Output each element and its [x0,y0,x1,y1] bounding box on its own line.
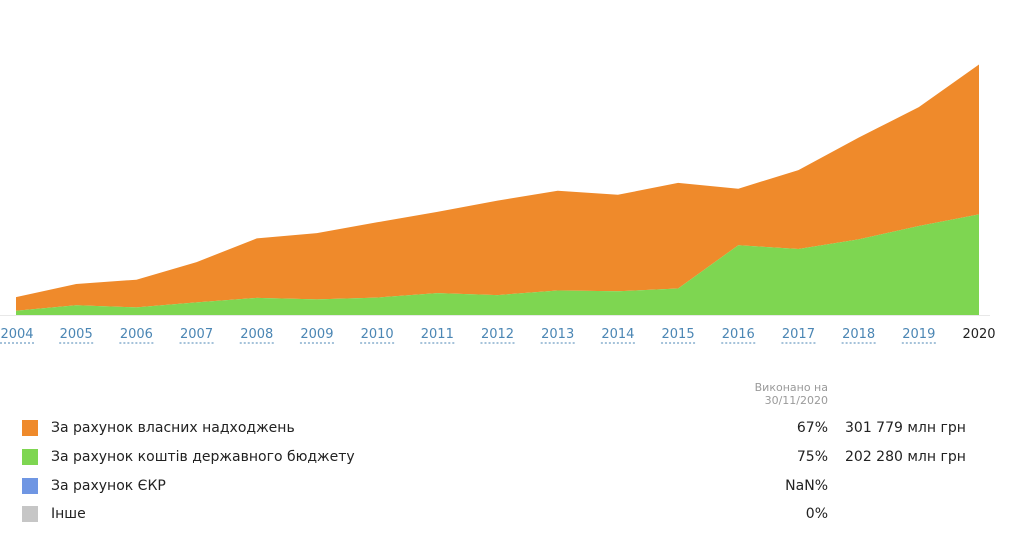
x-tick-label-2006[interactable]: 2006 [120,327,153,342]
x-tick-label-2020[interactable]: 2020 [962,327,995,342]
legend-row-ekr[interactable]: За рахунок ЄКР NaN% [0,475,1024,497]
legend-row-own-revenue[interactable]: За рахунок власних надходжень 67% 301 77… [0,417,1024,439]
x-tick-label-2015[interactable]: 2015 [662,327,695,342]
chart-areas [16,64,979,316]
legend-percent: 0% [805,506,828,522]
x-tick-label-2018[interactable]: 2018 [842,327,875,342]
x-tick-label-2017[interactable]: 2017 [782,327,815,342]
x-tick-label-2019[interactable]: 2019 [902,327,935,342]
legend-label: За рахунок власних надходжень [51,420,295,436]
legend-label: За рахунок коштів державного бюджету [51,449,355,465]
legend-label: Інше [51,506,86,522]
area-chart: 2004 2005 2006 2007 2008 2009 2010 2011 2012 2013… [0,64,996,344]
executed-date: 30/11/2020 [764,394,828,407]
x-axis-year-labels: 2004 2005 2006 2007 2008 2009 2010 2011 2012 2013… [0,327,996,344]
executed-label: Виконано на [754,381,828,394]
area-series [16,214,979,316]
legend-swatch [22,506,38,522]
legend-percent: 67% [796,420,828,436]
legend-swatch [22,478,38,494]
x-tick-label-2013[interactable]: 2013 [541,327,574,342]
x-tick-label-2009[interactable]: 2009 [300,327,333,342]
x-tick-label-2014[interactable]: 2014 [601,327,634,342]
executed-date-note: Виконано на 30/11/2020 [700,381,828,407]
legend-swatch [22,449,38,465]
x-tick-label-2011[interactable]: 2011 [421,327,454,342]
x-tick-label-2012[interactable]: 2012 [481,327,514,342]
x-tick-label-2007[interactable]: 2007 [180,327,213,342]
legend-label: За рахунок ЄКР [51,478,166,494]
x-tick-label-2008[interactable]: 2008 [240,327,273,342]
legend-amount: 202 280 млн грн [845,449,966,465]
x-tick-label-2005[interactable]: 2005 [60,327,93,342]
x-tick-label-2016[interactable]: 2016 [722,327,755,342]
legend-percent: 75% [796,449,828,465]
legend-amount: 301 779 млн грн [845,420,966,436]
legend-swatch [22,420,38,436]
legend-row-other[interactable]: Інше 0% [0,503,1024,525]
x-tick-label-2010[interactable]: 2010 [361,327,394,342]
x-tick-label-2004[interactable]: 2004 [0,327,33,342]
area-series [16,64,979,311]
legend-row-state-budget[interactable]: За рахунок коштів державного бюджету 75%… [0,446,1024,468]
legend-percent: NaN% [785,478,828,494]
